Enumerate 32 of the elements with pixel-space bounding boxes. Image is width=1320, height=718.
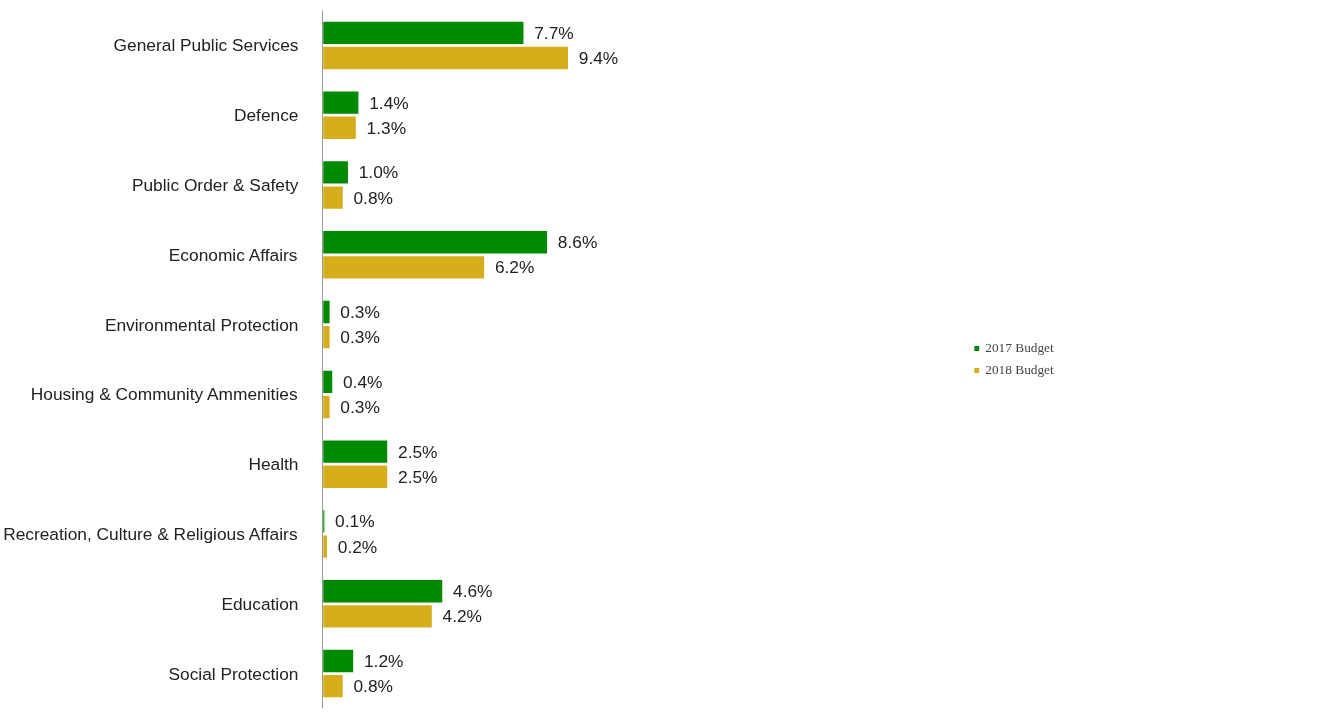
data-label: 2.5% xyxy=(397,441,438,462)
data-label: 4.2% xyxy=(442,606,483,627)
y-tick-label: Recreation, Culture & Religious Affairs xyxy=(3,524,298,544)
data-label: 4.6% xyxy=(453,581,493,602)
data-label: 2.5% xyxy=(397,466,438,487)
data-label: 0.3% xyxy=(340,327,380,348)
data-label: 0.2% xyxy=(337,536,378,557)
legend-label: 2017 Budget xyxy=(985,340,1054,356)
y-tick-label: Environmental Protection xyxy=(104,314,299,335)
data-label: 1.4% xyxy=(369,92,409,113)
data-label: 9.4% xyxy=(578,47,619,68)
y-tick-label: Health xyxy=(248,454,299,475)
data-label: 8.6% xyxy=(557,232,598,253)
data-label: 0.8% xyxy=(353,187,393,208)
data-label: 0.4% xyxy=(342,371,383,392)
data-label: 1.2% xyxy=(363,651,404,672)
y-tick-label: Defence xyxy=(233,105,299,126)
data-label: 0.1% xyxy=(335,511,375,532)
data-label: 1.3% xyxy=(366,117,407,138)
data-label: 7.7% xyxy=(534,22,574,43)
legend-label: 2018 Budget xyxy=(985,362,1054,378)
y-tick-label: Economic Affairs xyxy=(168,244,298,265)
data-label: 0.8% xyxy=(353,676,393,697)
y-tick-label: Social Protection xyxy=(168,663,299,684)
y-tick-label: Housing & Community Ammenities xyxy=(30,384,298,405)
data-label: 0.3% xyxy=(340,302,380,323)
data-label: 6.2% xyxy=(494,257,535,278)
y-tick-label: General Public Services xyxy=(113,35,299,56)
y-tick-label: Public Order & Safety xyxy=(131,175,299,195)
data-label: 0.3% xyxy=(340,396,380,417)
y-tick-label: Education xyxy=(221,593,299,614)
data-label: 1.0% xyxy=(358,162,399,183)
